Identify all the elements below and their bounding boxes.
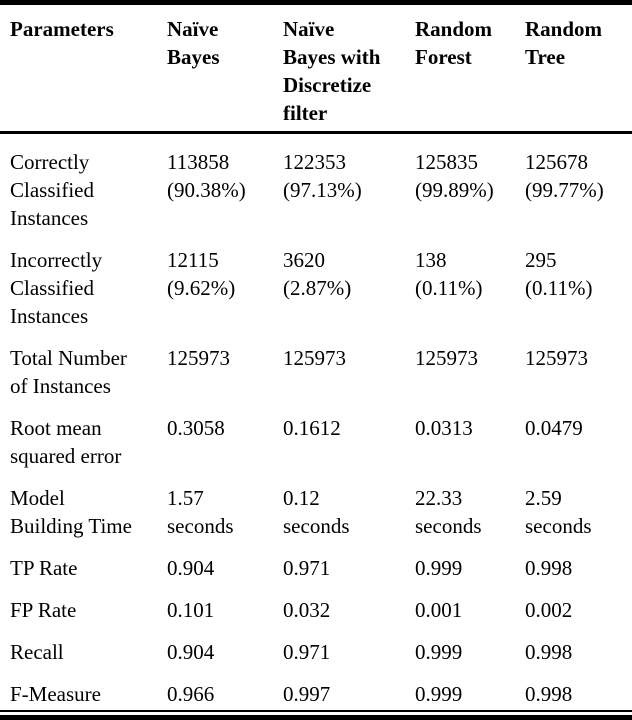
value-cell: 0.971 xyxy=(283,556,331,580)
value-cell: 0.002 xyxy=(525,598,573,622)
row-total-instances: Total Number of Instances 125973 125973 … xyxy=(0,330,632,400)
value-cell: 0.904 xyxy=(167,556,215,580)
value-cell: 125678 (99.77%) xyxy=(525,150,604,202)
row-tp-rate: TP Rate 0.904 0.971 0.999 0.998 xyxy=(0,540,632,582)
value-cell: 0.12 seconds xyxy=(283,486,350,538)
row-recall: Recall 0.904 0.971 0.999 0.998 xyxy=(0,624,632,666)
value-cell: 125973 xyxy=(525,346,588,370)
value-cell: 0.3058 xyxy=(167,416,225,440)
value-cell: 0.904 xyxy=(167,640,215,664)
value-cell: 0.001 xyxy=(415,598,463,622)
value-cell: 125973 xyxy=(415,346,478,370)
value-cell: 0.971 xyxy=(283,640,331,664)
value-cell: 0.999 xyxy=(415,640,463,664)
value-cell: 0.0313 xyxy=(415,416,473,440)
row-model-building-time: Model Building Time 1.57 seconds 0.12 se… xyxy=(0,470,632,540)
parameter-cell: Correctly Classified Instances xyxy=(10,150,94,230)
column-header-naive-bayes-discretize: Naïve Bayes with Discretize filter xyxy=(283,2,415,134)
value-cell: 138 (0.11%) xyxy=(415,248,483,300)
parameter-cell: Model Building Time xyxy=(10,486,132,538)
value-cell: 1.57 seconds xyxy=(167,486,234,538)
column-header-random-forest: Random Forest xyxy=(415,2,525,134)
value-cell: 0.999 xyxy=(415,556,463,580)
parameter-cell: Recall xyxy=(10,640,64,664)
row-correctly-classified: Correctly Classified Instances 113858 (9… xyxy=(0,133,632,233)
value-cell: 12115 (9.62%) xyxy=(167,248,236,300)
value-cell: 0.1612 xyxy=(283,416,341,440)
column-header-random-tree: Random Tree xyxy=(525,2,632,134)
parameter-cell: TP Rate xyxy=(10,556,78,580)
value-cell: 295 (0.11%) xyxy=(525,248,593,300)
value-cell: 0.0479 xyxy=(525,416,583,440)
parameter-cell: FP Rate xyxy=(10,598,77,622)
value-cell: 125973 xyxy=(167,346,230,370)
row-fp-rate: FP Rate 0.101 0.032 0.001 0.002 xyxy=(0,582,632,624)
column-header-naive-bayes: Naïve Bayes xyxy=(167,2,283,134)
value-cell: 113858 (90.38%) xyxy=(167,150,246,202)
row-incorrectly-classified: Incorrectly Classified Instances 12115 (… xyxy=(0,232,632,330)
row-rmse: Root mean squared error 0.3058 0.1612 0.… xyxy=(0,400,632,470)
column-header-parameters: Parameters xyxy=(0,2,167,134)
value-cell: 125835 (99.89%) xyxy=(415,150,494,202)
parameter-cell: Incorrectly Classified Instances xyxy=(10,248,103,328)
row-f-measure: F-Measure 0.966 0.997 0.999 0.998 xyxy=(0,666,632,712)
parameter-cell: Root mean squared error xyxy=(10,416,122,468)
table-header-row: Parameters Naïve Bayes Naïve Bayes with … xyxy=(0,2,632,134)
value-cell: 3620 (2.87%) xyxy=(283,248,352,300)
value-cell: 0.998 xyxy=(525,640,573,664)
value-cell: 22.33 seconds xyxy=(415,486,482,538)
value-cell: 0.032 xyxy=(283,598,331,622)
parameter-cell: F-Measure xyxy=(0,666,167,712)
value-cell: 0.966 xyxy=(167,666,283,712)
value-cell: 0.998 xyxy=(525,666,632,712)
value-cell: 0.999 xyxy=(415,666,525,712)
value-cell: 122353 (97.13%) xyxy=(283,150,362,202)
value-cell: 0.998 xyxy=(525,556,573,580)
value-cell: 0.101 xyxy=(167,598,215,622)
value-cell: 0.997 xyxy=(283,666,415,712)
value-cell: 2.59 seconds xyxy=(525,486,592,538)
parameter-cell: Total Number of Instances xyxy=(10,346,127,398)
value-cell: 125973 xyxy=(283,346,346,370)
